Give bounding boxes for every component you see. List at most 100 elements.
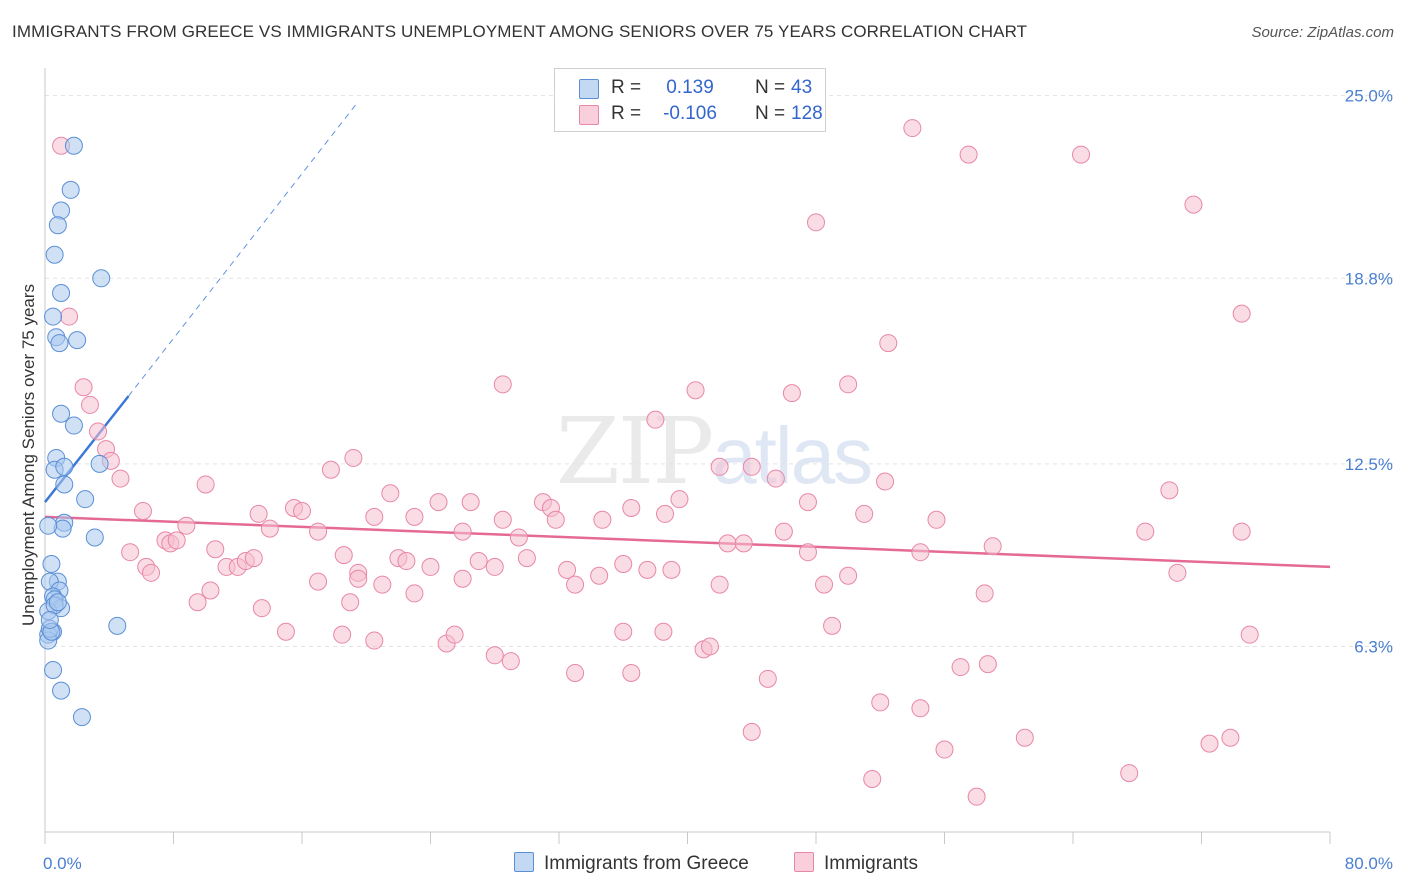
- point-immigrants: [167, 531, 186, 550]
- point-greece: [64, 136, 83, 155]
- point-immigrants: [839, 375, 858, 394]
- y-tick-label: 12.5%: [1345, 455, 1393, 474]
- point-immigrants: [782, 384, 801, 403]
- point-immigrants: [911, 699, 930, 718]
- point-immigrants: [177, 516, 196, 535]
- point-immigrants: [373, 575, 392, 594]
- point-immigrants: [863, 769, 882, 788]
- legend-r-label: R =: [611, 77, 642, 98]
- point-greece: [68, 331, 87, 350]
- point-immigrants: [461, 493, 480, 512]
- legend-r-value: 0.139: [666, 77, 714, 98]
- point-immigrants: [89, 422, 108, 441]
- point-immigrants: [710, 457, 729, 476]
- point-immigrants: [927, 510, 946, 529]
- x-tick-label-min: 0.0%: [43, 854, 82, 873]
- legend-n-label: N =: [755, 77, 786, 98]
- point-immigrants: [700, 637, 719, 656]
- point-immigrants: [967, 787, 986, 806]
- y-tick-label: 25.0%: [1345, 87, 1393, 106]
- point-immigrants: [429, 493, 448, 512]
- y-tick-label: 6.3%: [1354, 637, 1393, 656]
- point-immigrants: [365, 631, 384, 650]
- bottom-legend-greece: Immigrants from Greece: [514, 852, 749, 875]
- point-immigrants: [206, 540, 225, 559]
- x-tick-label-max: 80.0%: [1345, 854, 1393, 873]
- chart-title: IMMIGRANTS FROM GREECE VS IMMIGRANTS UNE…: [12, 22, 1028, 41]
- point-immigrants: [453, 522, 472, 541]
- point-immigrants: [344, 448, 363, 467]
- point-immigrants: [646, 410, 665, 429]
- point-immigrants: [654, 622, 673, 641]
- legend-r-value: -0.106: [663, 103, 717, 124]
- point-immigrants: [558, 560, 577, 579]
- y-axis-label: Unemployment Among Seniors over 75 years: [19, 284, 38, 626]
- point-immigrants: [593, 510, 612, 529]
- legend-n-label: N =: [755, 103, 786, 124]
- point-immigrants: [798, 493, 817, 512]
- point-immigrants: [1168, 563, 1187, 582]
- legend-r-label: R =: [611, 103, 642, 124]
- point-immigrants: [839, 566, 858, 585]
- point-immigrants: [333, 625, 352, 644]
- point-immigrants: [517, 549, 536, 568]
- point-greece: [90, 454, 109, 473]
- tick-labels: 6.3% 12.5% 18.8% 25.0% 0.0% 80.0%: [43, 87, 1393, 873]
- point-greece: [39, 516, 58, 535]
- point-immigrants: [334, 546, 353, 565]
- point-immigrants: [638, 560, 657, 579]
- point-greece: [76, 490, 95, 509]
- source-label: Source: ZipAtlas.com: [1251, 24, 1394, 41]
- point-greece: [44, 661, 63, 680]
- point-greece: [52, 284, 71, 303]
- axes: [44, 68, 1331, 844]
- point-greece: [40, 610, 59, 629]
- point-immigrants: [133, 501, 152, 520]
- legend-n-value: 128: [791, 103, 823, 124]
- bottom-legend-label-greece: Immigrants from Greece: [544, 853, 749, 874]
- point-immigrants: [188, 593, 207, 612]
- point-immigrants: [469, 552, 488, 571]
- point-immigrants: [742, 457, 761, 476]
- point-immigrants: [201, 581, 220, 600]
- point-immigrants: [341, 593, 360, 612]
- trend-line-immigrants: [44, 515, 1331, 569]
- point-immigrants: [662, 560, 681, 579]
- point-immigrants: [493, 510, 512, 529]
- point-immigrants: [485, 557, 504, 576]
- point-greece: [92, 269, 111, 288]
- point-immigrants: [823, 616, 842, 635]
- bottom-legend-label-immigrants: Immigrants: [824, 853, 918, 874]
- watermark: ZIPatlas: [556, 398, 873, 505]
- point-immigrants: [622, 499, 641, 518]
- bottom-legend-swatch-greece: [514, 852, 534, 872]
- point-immigrants: [876, 472, 895, 491]
- point-immigrants: [590, 566, 609, 585]
- point-immigrants: [983, 537, 1002, 556]
- legend-swatch-greece: [579, 79, 599, 99]
- point-immigrants: [1160, 481, 1179, 500]
- y-tick-label: 18.8%: [1345, 269, 1393, 288]
- point-immigrants: [815, 575, 834, 594]
- point-immigrants: [734, 534, 753, 553]
- point-immigrants: [798, 543, 817, 562]
- point-immigrants: [80, 395, 99, 414]
- point-immigrants: [260, 519, 279, 538]
- bottom-legend-immigrants: Immigrants: [794, 852, 918, 875]
- point-immigrants: [397, 552, 416, 571]
- point-immigrants: [1232, 522, 1251, 541]
- point-immigrants: [758, 669, 777, 688]
- point-immigrants: [710, 575, 729, 594]
- point-immigrants: [959, 145, 978, 164]
- point-immigrants: [766, 469, 785, 488]
- point-immigrants: [293, 501, 311, 520]
- point-immigrants: [405, 584, 424, 603]
- point-greece: [52, 201, 71, 220]
- point-immigrants: [60, 307, 79, 326]
- point-immigrants: [405, 507, 424, 526]
- point-greece: [48, 593, 67, 612]
- watermark-zip: ZIP: [556, 398, 714, 505]
- point-immigrants: [453, 569, 472, 588]
- point-immigrants: [807, 213, 825, 232]
